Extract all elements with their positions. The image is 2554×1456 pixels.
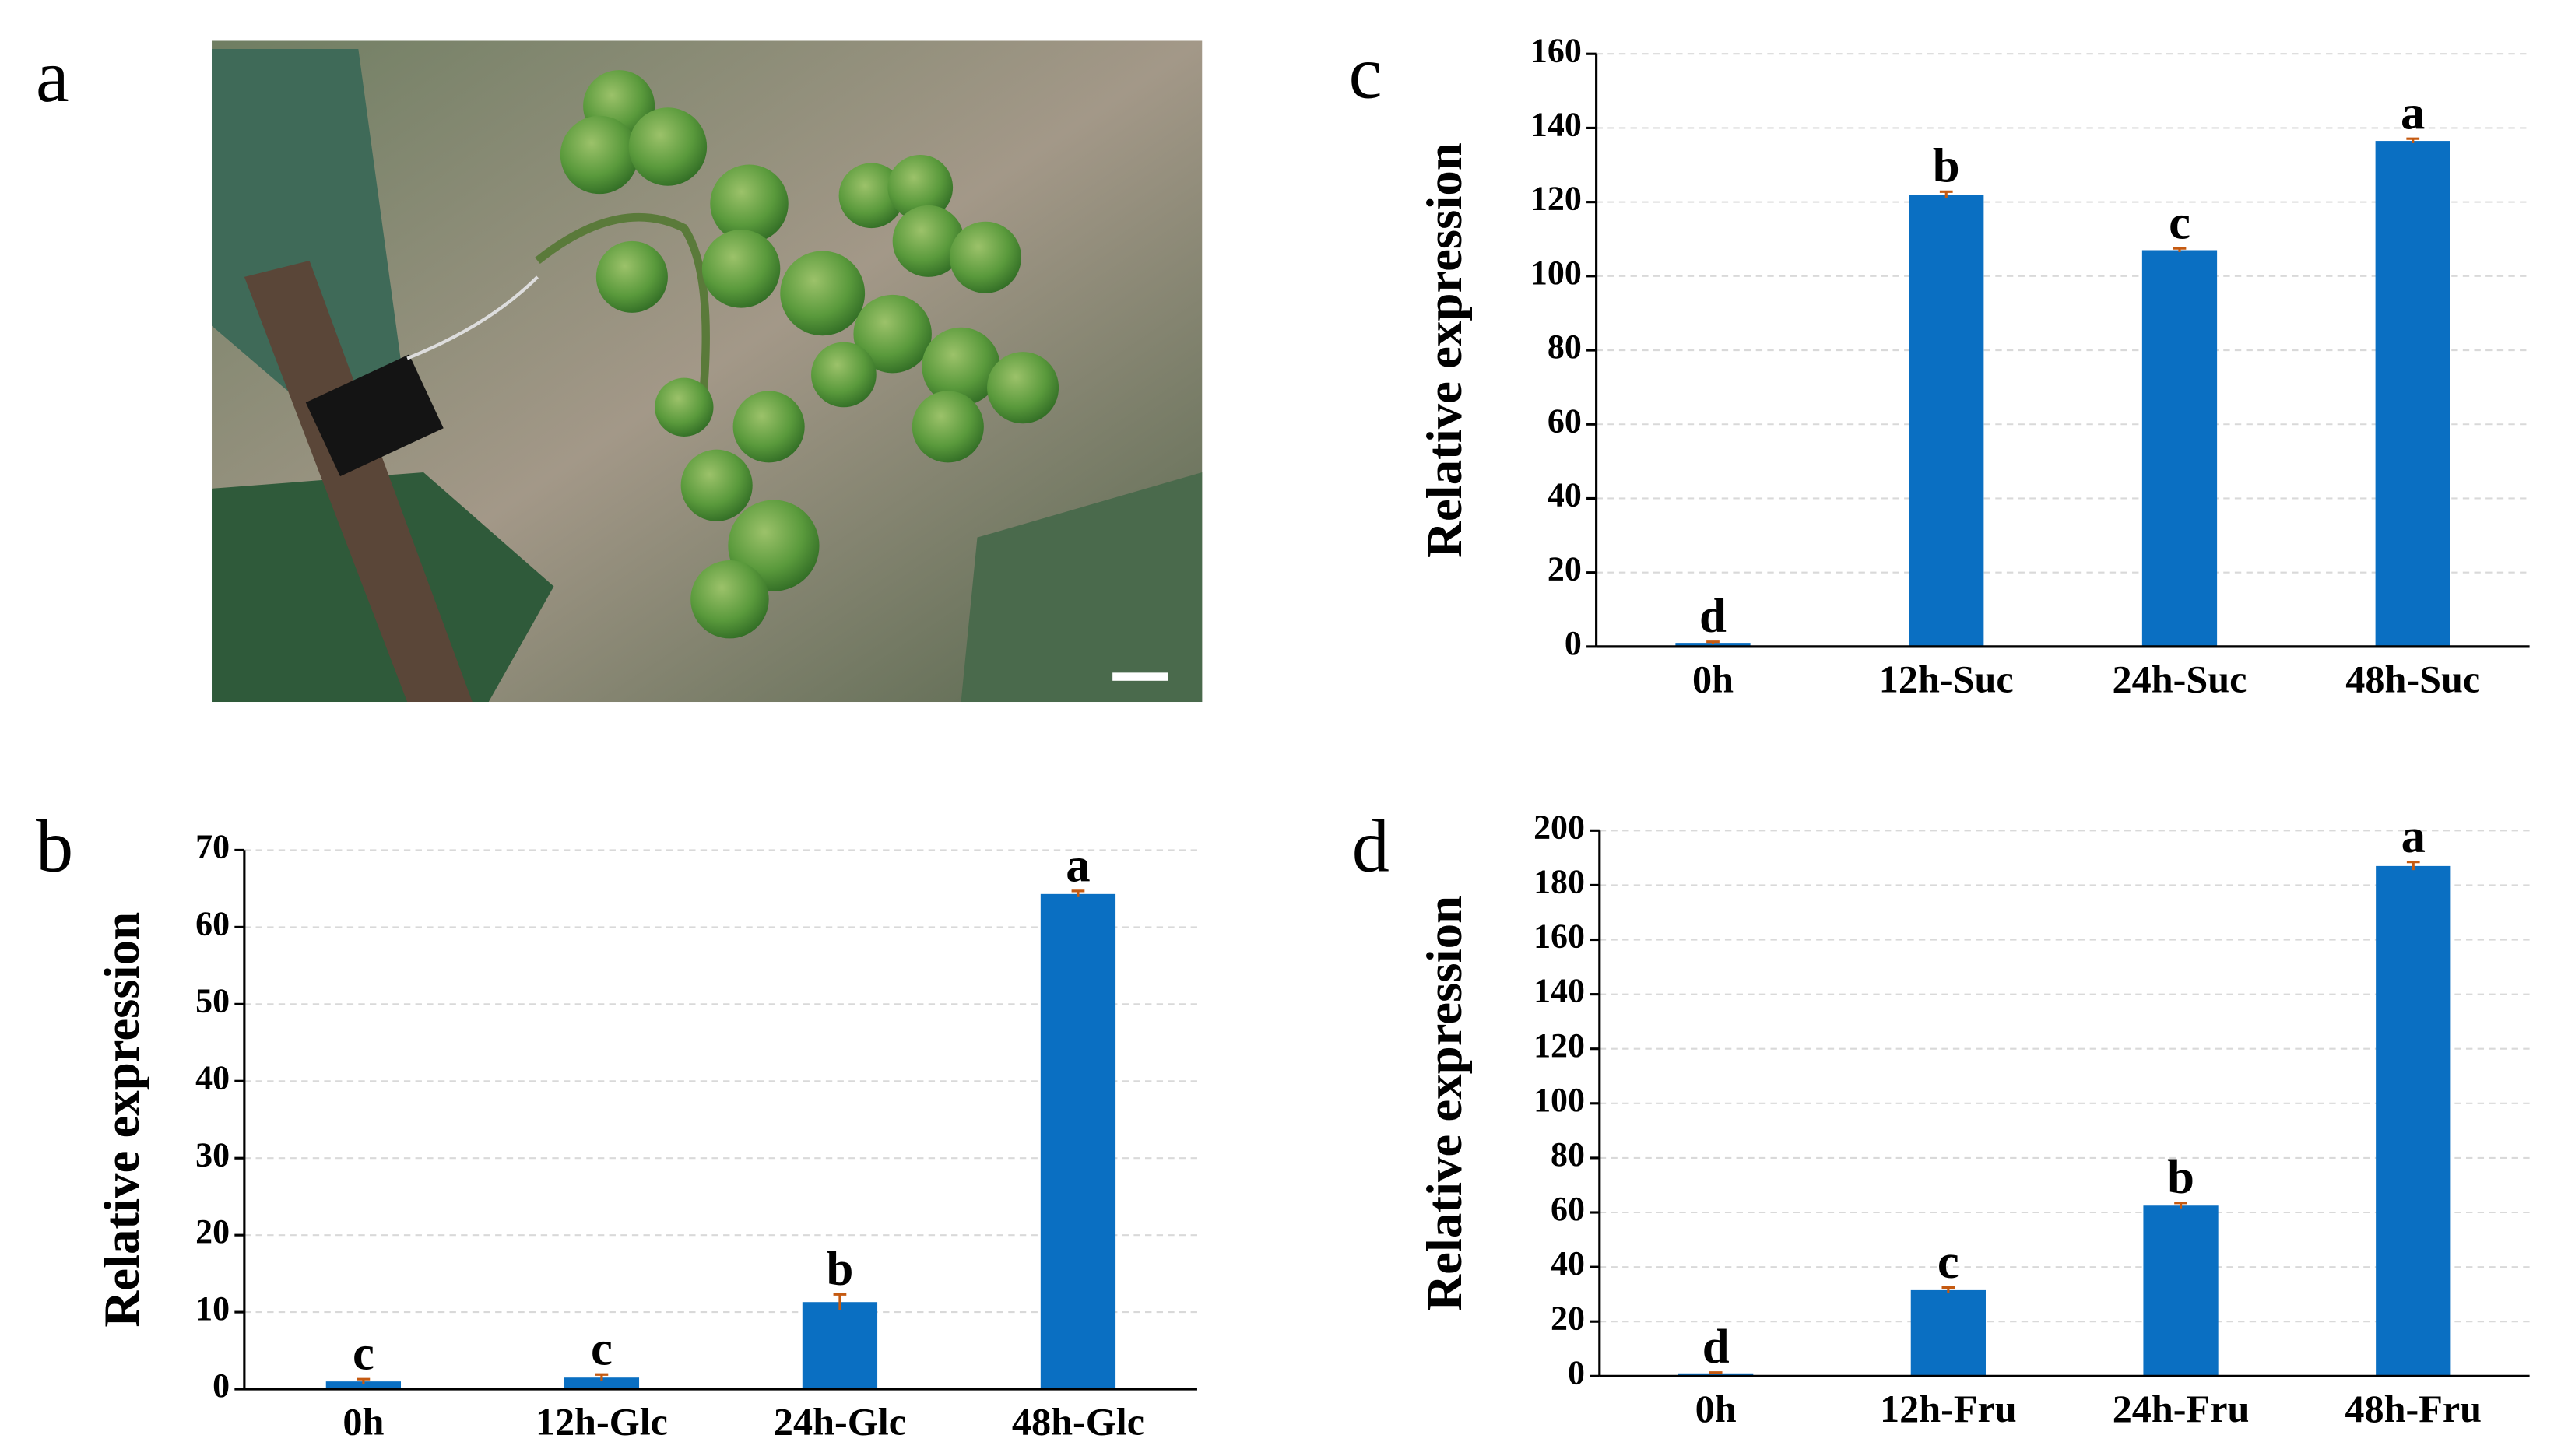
y-tick-label: 100 bbox=[1533, 1081, 1585, 1119]
y-tick-label: 40 bbox=[1551, 1244, 1585, 1282]
y-tick-label: 40 bbox=[195, 1058, 230, 1096]
significance-label: a bbox=[2401, 809, 2426, 863]
panel-label: d bbox=[1352, 805, 1389, 888]
bar bbox=[1678, 1373, 1754, 1377]
y-tick-label: 140 bbox=[1533, 972, 1585, 1010]
y-tick-label: 70 bbox=[195, 828, 230, 866]
y-tick-label: 80 bbox=[1551, 1135, 1585, 1174]
y-tick-label: 180 bbox=[1533, 863, 1585, 901]
x-tick-label: 0h bbox=[1692, 657, 1734, 700]
chart: b Relative expression 0 10 20 30 40 50 60 70 c 0h c 1… bbox=[36, 805, 1197, 1444]
y-tick-label: 20 bbox=[1551, 1299, 1585, 1337]
y-tick-label: 60 bbox=[1551, 1190, 1585, 1228]
bar bbox=[1910, 1289, 1986, 1377]
y-tick-label: 10 bbox=[195, 1289, 230, 1328]
significance-label: b bbox=[1933, 139, 1960, 193]
x-tick-label: 12h-Glc bbox=[536, 1400, 668, 1444]
x-tick-label: 24h-Glc bbox=[774, 1400, 906, 1444]
significance-label: b bbox=[826, 1241, 853, 1296]
significance-label: d bbox=[1699, 588, 1727, 643]
x-tick-label: 24h-Suc bbox=[2113, 657, 2247, 700]
bar bbox=[1040, 893, 1116, 1390]
y-tick-label: 100 bbox=[1530, 254, 1582, 292]
y-axis-label: Relative expression bbox=[1417, 896, 1473, 1311]
y-tick-label: 0 bbox=[1568, 1353, 1585, 1391]
y-axis-label: Relative expression bbox=[94, 912, 150, 1328]
x-tick-label: 12h-Suc bbox=[1879, 657, 2014, 700]
x-tick-label: 12h-Fru bbox=[1880, 1387, 2017, 1430]
y-tick-label: 40 bbox=[1548, 476, 1582, 514]
y-tick-label: 0 bbox=[1565, 624, 1582, 662]
x-tick-label: 0h bbox=[343, 1400, 384, 1444]
y-tick-label: 200 bbox=[1533, 808, 1585, 846]
significance-label: b bbox=[2167, 1149, 2194, 1204]
panel-label: b bbox=[36, 805, 73, 888]
significance-label: a bbox=[1066, 837, 1090, 892]
significance-label: d bbox=[1702, 1319, 1730, 1374]
significance-label: c bbox=[1937, 1234, 1959, 1289]
y-tick-label: 120 bbox=[1530, 180, 1582, 218]
y-tick-label: 50 bbox=[195, 981, 230, 1019]
significance-label: a bbox=[2401, 86, 2425, 140]
significance-label: c bbox=[2169, 195, 2190, 250]
y-tick-label: 60 bbox=[195, 904, 230, 942]
y-tick-label: 160 bbox=[1530, 31, 1582, 69]
panel-label: c bbox=[1349, 31, 1382, 114]
x-tick-label: 48h-Glc bbox=[1012, 1400, 1144, 1444]
y-tick-label: 120 bbox=[1533, 1026, 1585, 1065]
bar bbox=[1909, 195, 1984, 647]
y-tick-label: 0 bbox=[213, 1367, 230, 1405]
x-tick-label: 0h bbox=[1695, 1387, 1737, 1430]
x-tick-label: 48h-Fru bbox=[2345, 1387, 2482, 1430]
y-tick-label: 60 bbox=[1548, 402, 1582, 440]
y-tick-label: 160 bbox=[1533, 917, 1585, 956]
bar bbox=[325, 1381, 402, 1390]
photo bbox=[212, 40, 1203, 703]
significance-label: c bbox=[591, 1321, 613, 1376]
bar bbox=[2143, 1205, 2219, 1377]
chart: c Relative expression 0 20 40 60 80 100 120 140 16… bbox=[1349, 31, 2530, 700]
y-tick-label: 20 bbox=[195, 1212, 230, 1251]
bar bbox=[802, 1302, 878, 1390]
y-tick-label: 30 bbox=[195, 1135, 230, 1174]
x-tick-label: 48h-Suc bbox=[2345, 657, 2480, 700]
chart: d Relative expression 0 20 40 60 80 100 120 140 16… bbox=[1352, 805, 2530, 1430]
bar bbox=[2375, 141, 2450, 647]
x-tick-label: 24h-Fru bbox=[2113, 1387, 2250, 1430]
y-tick-label: 140 bbox=[1530, 106, 1582, 144]
significance-label: c bbox=[353, 1326, 374, 1381]
bar bbox=[2376, 865, 2451, 1377]
y-axis-label: Relative expression bbox=[1417, 142, 1473, 558]
panel-label: a bbox=[36, 34, 69, 118]
y-tick-label: 80 bbox=[1548, 328, 1582, 366]
y-tick-label: 20 bbox=[1548, 550, 1582, 588]
bar bbox=[1675, 643, 1751, 647]
bar bbox=[2141, 250, 2218, 647]
bar bbox=[564, 1377, 640, 1390]
